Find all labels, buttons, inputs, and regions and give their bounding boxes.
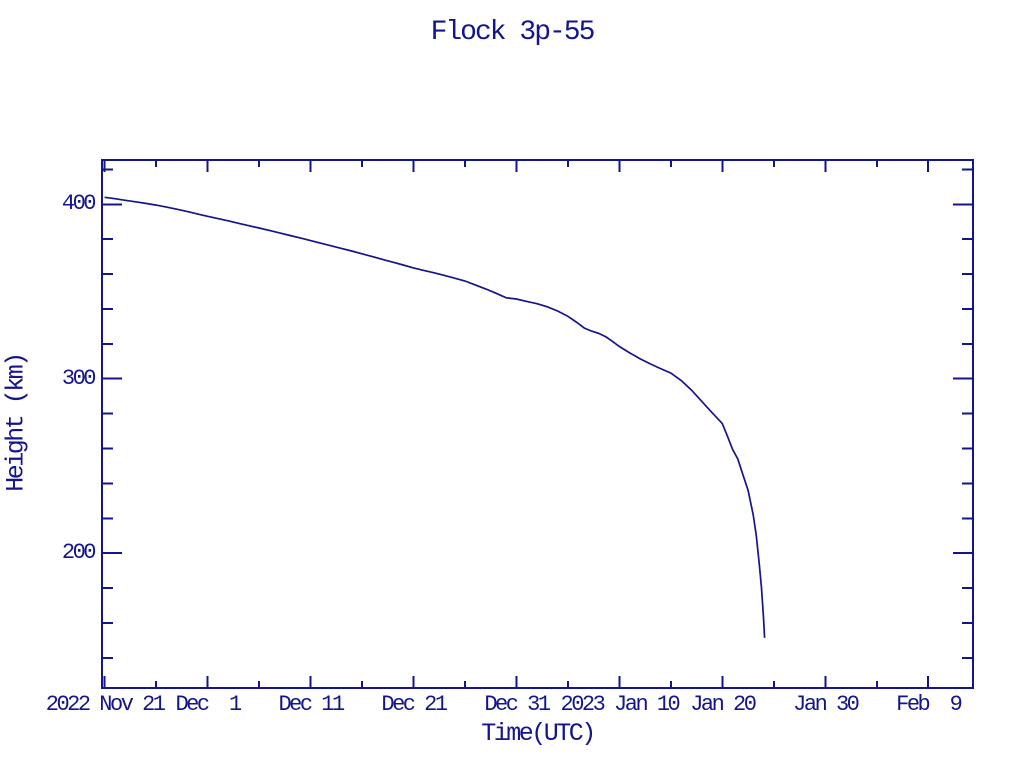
x-tick-label: Jan 30 [793, 692, 860, 717]
y-axis-title: Height (km) [1, 354, 31, 492]
x-tick-label: Dec 31 [484, 692, 551, 717]
x-tick-label: 2022 Nov 21 [45, 692, 166, 717]
x-tick-label: Dec 11 [278, 692, 345, 717]
y-tick-label: 200 [61, 540, 97, 566]
decay-curve [104, 196, 766, 638]
y-tick-label: 300 [61, 365, 97, 391]
x-tick-label: Dec 1 [175, 692, 242, 717]
y-tick-label: 400 [61, 191, 97, 217]
chart-title: Flock 3p-55 [430, 17, 596, 48]
plot-frame [101, 159, 974, 689]
x-tick-label: 2023 Jan 10 [560, 692, 681, 717]
x-tick-label: Dec 21 [381, 692, 448, 717]
x-axis-title: Time(UTC) [481, 719, 596, 748]
x-tick-label: Feb 9 [896, 692, 963, 717]
plot-canvas [103, 161, 972, 687]
x-tick-label: Jan 20 [690, 692, 757, 717]
